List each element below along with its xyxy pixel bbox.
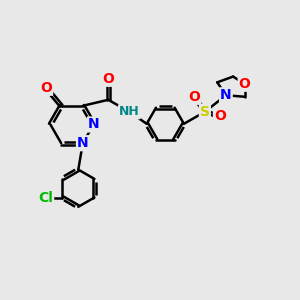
Text: N: N <box>88 118 99 131</box>
Text: O: O <box>102 72 114 86</box>
Text: N: N <box>77 136 88 150</box>
Text: O: O <box>239 77 250 91</box>
Text: O: O <box>188 90 200 104</box>
Text: Cl: Cl <box>38 190 53 205</box>
Text: O: O <box>214 109 226 123</box>
Text: S: S <box>200 105 210 119</box>
Text: O: O <box>40 81 52 95</box>
Text: NH: NH <box>119 105 140 118</box>
Text: N: N <box>220 88 232 102</box>
